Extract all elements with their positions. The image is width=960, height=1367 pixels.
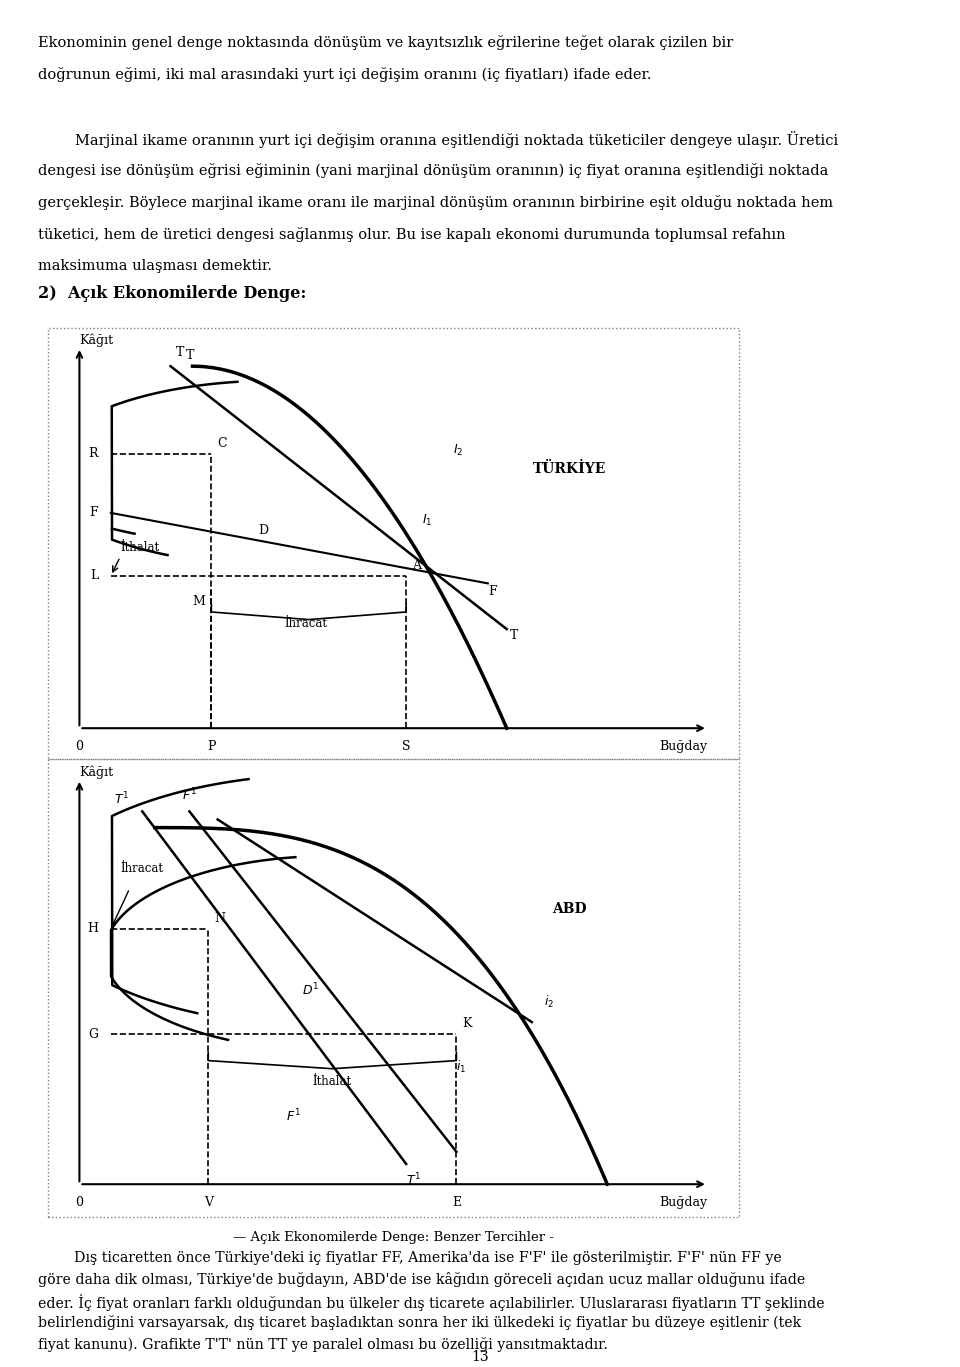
Text: A: A	[413, 559, 421, 571]
Text: G: G	[88, 1028, 98, 1040]
Text: tüketici, hem de üretici dengesi sağlanmış olur. Bu ise kapalı ekonomi durumunda: tüketici, hem de üretici dengesi sağlanm…	[38, 227, 786, 242]
Text: fiyat kanunu). Grafikte T'T' nün TT ye paralel olması bu özelliği yansıtmaktadır: fiyat kanunu). Grafikte T'T' nün TT ye p…	[38, 1337, 609, 1352]
Text: gerçekleşir. Böylece marjinal ikame oranı ile marjinal dönüşüm oranının birbirin: gerçekleşir. Böylece marjinal ikame oran…	[38, 194, 833, 209]
Text: N: N	[214, 912, 226, 925]
Text: doğrunun eğimi, iki mal arasındaki yurt içi değişim oranını (iç fiyatları) ifade: doğrunun eğimi, iki mal arasındaki yurt …	[38, 67, 652, 82]
Text: Dış ticaretten önce Türkiye'deki iç fiyatlar FF, Amerika'da ise F'F' ile gösteri: Dış ticaretten önce Türkiye'deki iç fiya…	[38, 1251, 782, 1264]
Text: eder. İç fiyat oranları farklı olduğundan bu ülkeler dış ticarete açılabilirler.: eder. İç fiyat oranları farklı olduğunda…	[38, 1293, 825, 1311]
Text: C: C	[218, 437, 228, 450]
Text: 0: 0	[76, 1196, 84, 1210]
Text: Kâğıt: Kâğıt	[80, 766, 113, 779]
Text: $T^1$: $T^1$	[406, 1172, 421, 1189]
Text: T: T	[176, 346, 184, 358]
Text: 2)  Açık Ekonomilerde Denge:: 2) Açık Ekonomilerde Denge:	[38, 286, 307, 302]
Text: — Açık Ekonomilerde Denge: Benzer Tercihler -: — Açık Ekonomilerde Denge: Benzer Tercih…	[233, 1230, 554, 1244]
Text: Buğday: Buğday	[660, 740, 708, 753]
Text: $F^1$: $F^1$	[182, 786, 197, 804]
Text: K: K	[463, 1017, 472, 1031]
Text: H: H	[87, 923, 98, 935]
Text: Marjinal ikame oranının yurt içi değişim oranına eşitlendiği noktada tüketiciler: Marjinal ikame oranının yurt içi değişim…	[38, 131, 839, 148]
Text: 0: 0	[76, 740, 84, 753]
Text: göre daha dik olması, Türkiye'de buğdayın, ABD'de ise kâğıdın göreceli açıdan uc: göre daha dik olması, Türkiye'de buğdayı…	[38, 1273, 805, 1288]
Text: TÜRKİYE: TÜRKİYE	[533, 462, 606, 476]
Text: $T^1$: $T^1$	[114, 790, 130, 808]
Text: R: R	[88, 447, 98, 461]
Text: M: M	[192, 595, 205, 608]
Text: T: T	[186, 350, 195, 362]
Text: $D^1$: $D^1$	[302, 982, 320, 998]
Text: $F^1$: $F^1$	[286, 1107, 300, 1124]
Text: Kâğıt: Kâğıt	[80, 334, 113, 347]
Text: S: S	[402, 740, 411, 753]
Text: İthalat: İthalat	[120, 541, 159, 554]
Text: F: F	[488, 585, 496, 599]
Text: $I_1$: $I_1$	[421, 514, 432, 529]
Text: belirlendiğini varsayarsak, dış ticaret başladıktan sonra her iki ülkedeki iç fi: belirlendiğini varsayarsak, dış ticaret …	[38, 1315, 802, 1330]
Text: Ekonominin genel denge noktasında dönüşüm ve kayıtsızlık eğrilerine teğet olarak: Ekonominin genel denge noktasında dönüşü…	[38, 34, 733, 49]
Text: $i_2$: $i_2$	[544, 994, 555, 1010]
Text: İhracat: İhracat	[120, 861, 163, 875]
Text: L: L	[90, 569, 98, 582]
Text: T: T	[510, 629, 518, 642]
Text: $i_1$: $i_1$	[456, 1058, 467, 1074]
Text: ABD: ABD	[552, 902, 587, 916]
Text: $I_2$: $I_2$	[453, 443, 464, 458]
Text: İthalat: İthalat	[313, 1074, 352, 1088]
Text: E: E	[452, 1196, 461, 1210]
Text: F: F	[89, 506, 98, 519]
Text: D: D	[258, 524, 269, 536]
Text: dengesi ise dönüşüm eğrisi eğiminin (yani marjinal dönüşüm oranının) iç fiyat or: dengesi ise dönüşüm eğrisi eğiminin (yan…	[38, 163, 828, 178]
Text: P: P	[207, 740, 216, 753]
Text: maksimuma ulaşması demektir.: maksimuma ulaşması demektir.	[38, 258, 273, 272]
Text: V: V	[204, 1196, 213, 1210]
Text: Buğday: Buğday	[660, 1196, 708, 1210]
Text: İhracat: İhracat	[284, 617, 327, 630]
Text: 13: 13	[471, 1349, 489, 1364]
